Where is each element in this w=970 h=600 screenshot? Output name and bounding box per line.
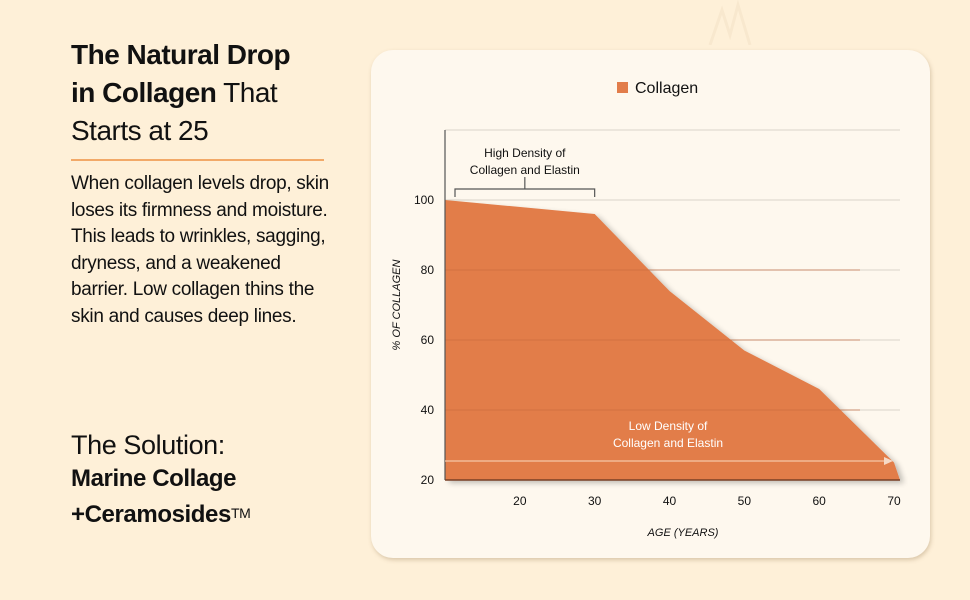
y-axis-title: % OF COLLAGEN: [391, 260, 403, 351]
title-divider: [71, 159, 324, 161]
y-tick-label-100: 100: [414, 193, 434, 207]
low-density-label-line-2: Collagen and Elastin: [613, 436, 723, 450]
high-density-label-line-2: Collagen and Elastin: [470, 163, 580, 177]
y-tick-label-40: 40: [421, 403, 435, 417]
page-title: The Natural Drop in Collagen That Starts…: [71, 36, 331, 150]
y-tick-label-80: 80: [421, 263, 435, 277]
y-tick-label-60: 60: [421, 333, 435, 347]
title-line-3: Starts at 25: [71, 115, 209, 146]
high-density-label-line-1: High Density of: [484, 146, 566, 160]
low-density-arrow-head: [884, 457, 893, 465]
x-tick-label-60: 60: [812, 494, 826, 508]
x-axis-title: AGE (YEARS): [647, 527, 719, 539]
high-density-bracket: [454, 188, 596, 197]
legend-swatch-collagen: [617, 82, 628, 93]
title-bold-part: in Collagen: [71, 77, 217, 108]
decorative-watermark: [708, 0, 752, 45]
y-tick-label-20: 20: [421, 473, 435, 487]
description-text: When collagen levels drop, skin loses it…: [71, 173, 329, 327]
chart-legend: Collagen: [617, 80, 698, 97]
intro-panel: The Natural Drop in Collagen That Starts…: [71, 36, 331, 349]
trademark-symbol: TM: [230, 505, 251, 521]
solution-intro: The Solution:: [71, 430, 225, 460]
x-tick-label-20: 20: [513, 494, 527, 508]
x-tick-label-40: 40: [663, 494, 677, 508]
product-name-line-1: Marine Collage: [71, 465, 237, 492]
product-name-line-2: +CeramosidesTM: [71, 496, 251, 532]
title-regular-part: That: [216, 77, 278, 108]
title-line-1: The Natural Drop: [71, 39, 291, 70]
x-tick-label-30: 30: [588, 494, 602, 508]
x-tick-label-50: 50: [738, 494, 752, 508]
solution-block: The Solution: Marine Collage +Ceramoside…: [71, 428, 251, 532]
x-tick-label-70: 70: [887, 494, 901, 508]
low-density-label-line-1: Low Density of: [629, 419, 708, 433]
product-name-text: +Ceramosides: [71, 501, 231, 528]
legend-label-collagen: Collagen: [635, 80, 698, 97]
